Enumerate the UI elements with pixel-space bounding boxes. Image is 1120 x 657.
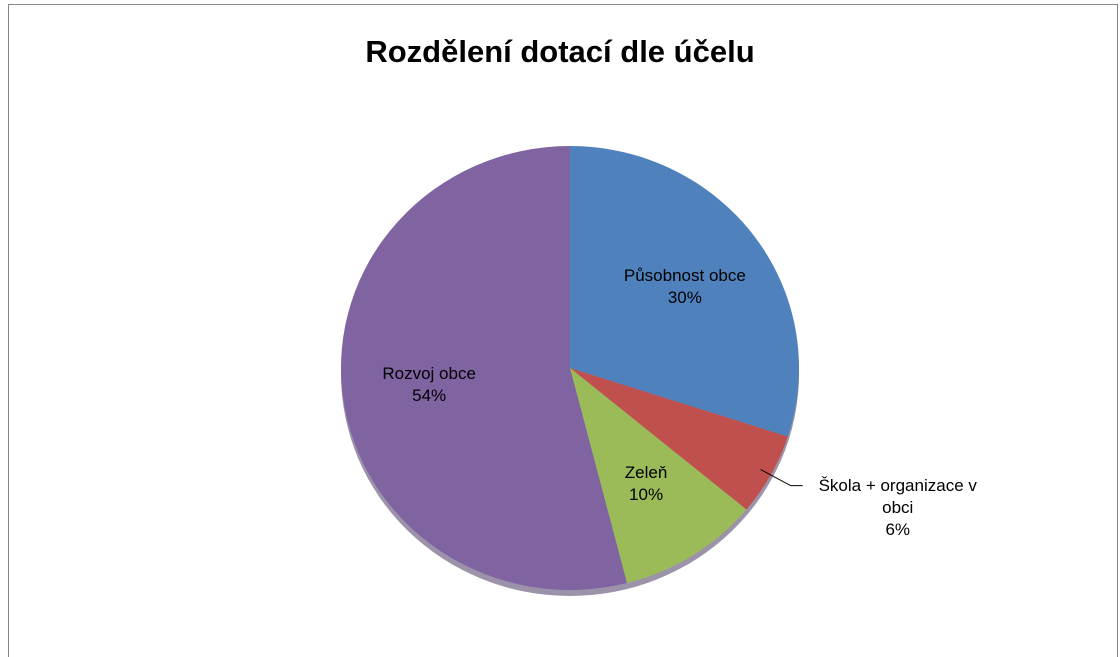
label-category: Působnost obce	[623, 266, 746, 286]
data-label: Působnost obce 30%	[605, 265, 765, 309]
chart-frame	[8, 4, 1118, 657]
data-label: Škola + organizace v obci 6%	[803, 475, 993, 541]
pie-slice	[341, 146, 627, 591]
label-value: 6%	[885, 519, 911, 539]
leader-line	[760, 469, 803, 487]
label-category: Rozvoj obce	[382, 364, 476, 384]
label-value: 54%	[412, 386, 447, 406]
label-category: Zeleň	[624, 463, 668, 483]
chart-title: Rozdělení dotací dle účelu	[365, 34, 755, 69]
data-label: Zeleň 10%	[566, 462, 726, 506]
pie-slice	[570, 368, 788, 510]
label-category: Škola + organizace v obci	[818, 475, 977, 517]
label-value: 30%	[667, 288, 702, 308]
pie-slice	[570, 368, 747, 584]
pie-slice	[570, 146, 799, 437]
data-label: Rozvoj obce 54%	[349, 363, 509, 407]
label-value: 10%	[629, 485, 664, 505]
